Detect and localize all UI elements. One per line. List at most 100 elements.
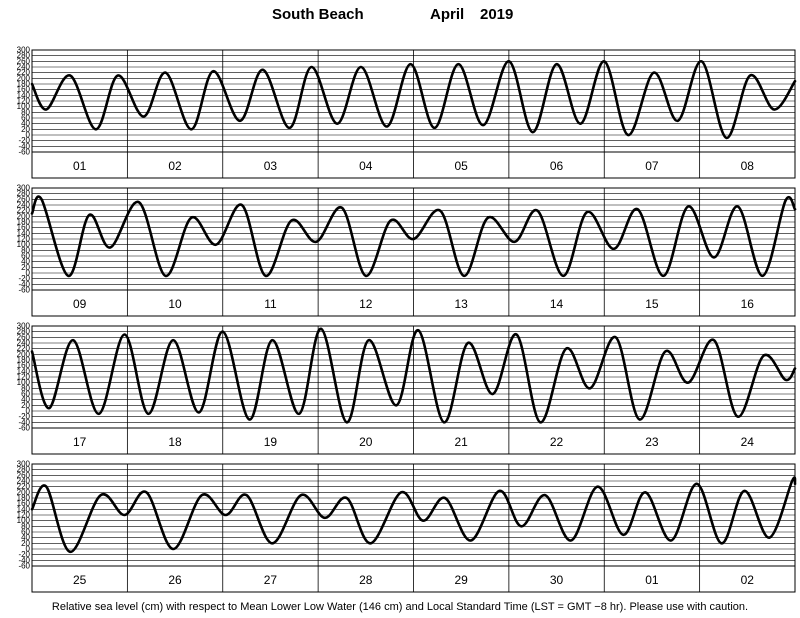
y-tick-label: -60 (18, 424, 30, 433)
y-tick-label: -20 (18, 550, 30, 559)
tide-curve (30, 60, 797, 140)
y-tick-label: 300 (17, 460, 31, 469)
day-label: 19 (264, 435, 278, 449)
y-tick-label: 140 (17, 91, 31, 100)
y-tick-label: 160 (17, 499, 31, 508)
day-label: 11 (264, 297, 277, 311)
day-label: 17 (73, 435, 87, 449)
title-location: South Beach (272, 6, 364, 23)
y-tick-label: 0 (26, 269, 31, 278)
y-tick-label: -60 (18, 562, 30, 571)
day-label: 22 (550, 435, 564, 449)
y-tick-label: -40 (18, 142, 30, 151)
day-label: 26 (168, 573, 182, 587)
y-tick-label: 280 (17, 189, 31, 198)
y-tick-label: 0 (26, 131, 31, 140)
y-tick-label: 200 (17, 212, 31, 221)
y-tick-label: 200 (17, 74, 31, 83)
day-label: 20 (359, 435, 373, 449)
y-tick-label: 20 (21, 401, 30, 410)
y-tick-label: 80 (21, 384, 30, 393)
y-tick-label: 240 (17, 63, 31, 72)
y-tick-label: 0 (26, 407, 31, 416)
y-tick-label: 80 (21, 246, 30, 255)
y-tick-label: 60 (21, 528, 30, 537)
title-year: 2019 (480, 6, 514, 23)
day-label: 12 (359, 297, 373, 311)
y-tick-label: 160 (17, 361, 31, 370)
y-tick-label: 200 (17, 350, 31, 359)
y-tick-label: 240 (17, 339, 31, 348)
y-tick-label: -20 (18, 274, 30, 283)
y-tick-label: 280 (17, 327, 31, 336)
y-tick-label: -40 (18, 280, 30, 289)
y-tick-label: 240 (17, 477, 31, 486)
y-tick-label: 260 (17, 333, 31, 342)
y-tick-label: 80 (21, 522, 30, 531)
y-tick-label: 180 (17, 80, 31, 89)
tide-curve (30, 476, 797, 554)
day-label: 09 (73, 297, 87, 311)
y-tick-label: 180 (17, 218, 31, 227)
day-label: 15 (645, 297, 659, 311)
y-tick-label: 140 (17, 505, 31, 514)
chart-title: South Beach April 2019 (0, 6, 800, 28)
y-tick-label: 220 (17, 68, 31, 77)
day-label: 23 (645, 435, 659, 449)
day-label: 13 (455, 297, 469, 311)
y-tick-label: 220 (17, 206, 31, 215)
y-tick-label: -60 (18, 286, 30, 295)
day-label: 30 (550, 573, 564, 587)
y-tick-label: 220 (17, 344, 31, 353)
y-tick-label: 140 (17, 367, 31, 376)
y-tick-label: 200 (17, 488, 31, 497)
y-tick-label: 240 (17, 201, 31, 210)
y-tick-label: 100 (17, 102, 31, 111)
day-label: 01 (73, 159, 87, 173)
y-tick-label: 0 (26, 545, 31, 554)
y-tick-label: 100 (17, 516, 31, 525)
day-label: 08 (741, 159, 755, 173)
title-month: April (430, 6, 465, 23)
day-label: 18 (168, 435, 182, 449)
y-tick-label: 300 (17, 46, 31, 55)
y-tick-label: 120 (17, 511, 31, 520)
day-label: 04 (359, 159, 373, 173)
day-label: 10 (168, 297, 182, 311)
y-tick-label: 160 (17, 85, 31, 94)
day-label: 21 (455, 435, 469, 449)
y-tick-label: 280 (17, 465, 31, 474)
y-tick-label: 100 (17, 240, 31, 249)
y-tick-label: 140 (17, 229, 31, 238)
tide-curve (30, 327, 797, 424)
day-label: 29 (455, 573, 469, 587)
y-tick-label: 80 (21, 108, 30, 117)
tide-charts: 3002802602402202001801601401201008060402… (17, 46, 797, 593)
y-tick-label: -40 (18, 418, 30, 427)
y-tick-label: 160 (17, 223, 31, 232)
y-tick-label: 220 (17, 482, 31, 491)
y-tick-label: 120 (17, 235, 31, 244)
day-label: 25 (73, 573, 87, 587)
day-label: 24 (741, 435, 755, 449)
y-tick-label: 20 (21, 539, 30, 548)
y-tick-label: 40 (21, 533, 30, 542)
y-tick-label: 60 (21, 390, 30, 399)
y-tick-label: 60 (21, 252, 30, 261)
day-label: 06 (550, 159, 564, 173)
y-tick-label: 180 (17, 494, 31, 503)
day-label: 03 (264, 159, 278, 173)
day-label: 01 (645, 573, 659, 587)
chart-caption: Relative sea level (cm) with respect to … (51, 601, 749, 613)
y-tick-label: 260 (17, 195, 31, 204)
day-label: 02 (741, 573, 755, 587)
day-label: 14 (550, 297, 564, 311)
y-tick-label: 100 (17, 378, 31, 387)
y-tick-label: -20 (18, 136, 30, 145)
tide-curve (30, 195, 797, 278)
y-tick-label: -20 (18, 412, 30, 421)
y-tick-label: -60 (18, 148, 30, 157)
y-tick-label: 120 (17, 97, 31, 106)
day-label: 02 (168, 159, 182, 173)
y-tick-label: 260 (17, 57, 31, 66)
